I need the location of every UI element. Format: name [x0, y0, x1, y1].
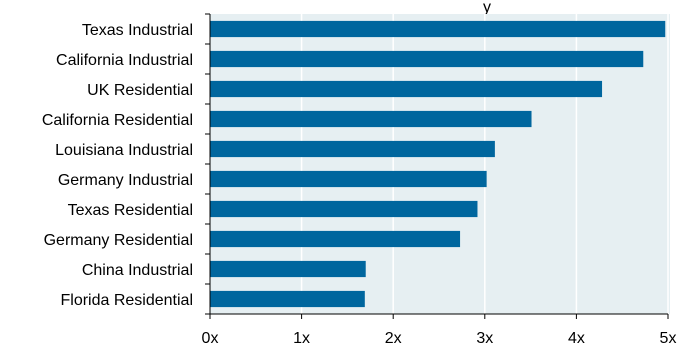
category-label: Florida Residential — [60, 292, 193, 309]
x-tick-label: 1x — [293, 330, 310, 347]
bar — [210, 230, 461, 248]
bar — [210, 110, 532, 128]
bar — [210, 200, 478, 218]
category-label: California Industrial — [56, 52, 193, 69]
bar — [210, 140, 495, 158]
category-label: UK Residential — [87, 82, 193, 99]
bar — [210, 170, 487, 188]
category-label: Texas Residential — [68, 202, 193, 219]
y-axis — [205, 13, 211, 315]
x-axis: 0x 1x 2x 3x 4x 5x — [202, 313, 677, 347]
x-tick-label: 2x — [385, 330, 402, 347]
x-tick-label: 5x — [660, 330, 677, 347]
bar — [210, 20, 666, 38]
category-label: Louisiana Industrial — [55, 142, 193, 159]
category-label: Germany Industrial — [58, 172, 193, 189]
x-tick-label: 0x — [202, 330, 219, 347]
bar — [210, 80, 603, 98]
bars — [210, 20, 666, 308]
bar — [210, 260, 366, 278]
category-label: Texas Industrial — [82, 22, 193, 39]
category-label: China Industrial — [82, 262, 193, 279]
category-label: Germany Residential — [44, 232, 193, 249]
x-tick-label: 3x — [476, 330, 493, 347]
bar — [210, 290, 365, 308]
category-labels: Texas Industrial California Industrial UK … — [42, 22, 193, 309]
x-tick-label: 4x — [568, 330, 585, 347]
category-label: California Residential — [42, 112, 193, 129]
chart-title: y — [483, 0, 491, 16]
bar — [210, 50, 644, 68]
